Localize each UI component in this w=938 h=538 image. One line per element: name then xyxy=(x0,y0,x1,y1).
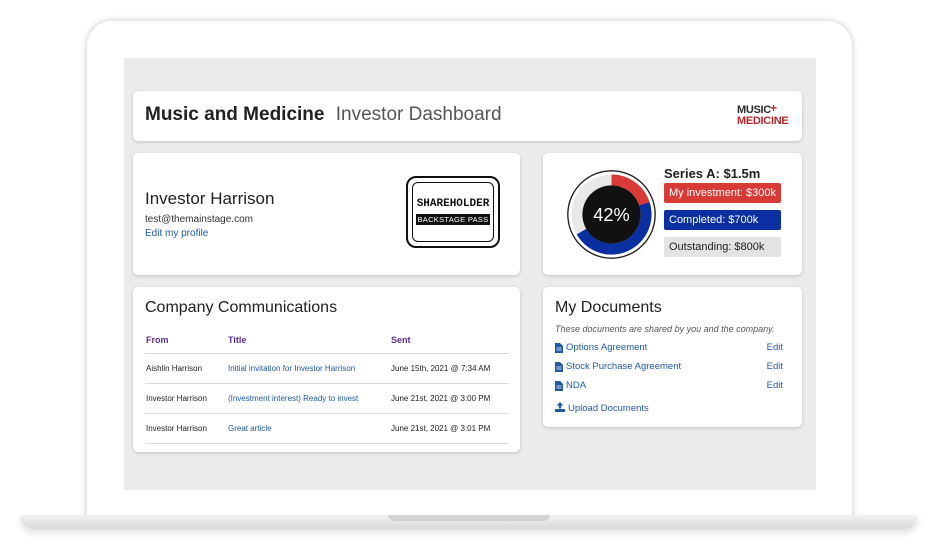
document-row: Stock Purchase Agreement Edit xyxy=(555,360,791,374)
message-title-link[interactable]: (Investment interest) Ready to invest xyxy=(227,383,390,414)
laptop-base xyxy=(20,515,918,529)
message-from: Aishlin Harrison xyxy=(145,353,227,384)
file-icon xyxy=(555,343,563,353)
communications-card: Company Communications From Title Sent A… xyxy=(133,287,520,452)
table-row[interactable]: Investor Harrison Great article June 21s… xyxy=(145,413,509,444)
donut-center xyxy=(582,185,641,244)
donut-percent-label: 42% xyxy=(593,205,629,225)
logo-line-1: MUSIC xyxy=(737,104,771,116)
document-link-stock-purchase-agreement[interactable]: Stock Purchase Agreement xyxy=(566,361,682,372)
edit-profile-link[interactable]: Edit my profile xyxy=(145,228,209,239)
my-investment-pill: My investment: $300k xyxy=(664,183,781,203)
page-title: Music and Medicine Investor Dashboard xyxy=(145,104,502,126)
table-row[interactable]: Aishlin Harrison Initial invitation for … xyxy=(145,353,509,384)
investment-donut: 42% xyxy=(567,170,656,259)
message-from: Investor Harrison xyxy=(145,383,227,414)
document-link-options-agreement[interactable]: Options Agreement xyxy=(566,342,648,353)
communications-title: Company Communications xyxy=(145,299,338,316)
column-header-title[interactable]: Title xyxy=(227,327,390,354)
app-name: Music and Medicine xyxy=(145,104,325,125)
message-sent: June 15th, 2021 @ 7:34 AM xyxy=(390,353,509,384)
column-header-from[interactable]: From xyxy=(145,327,227,354)
profile-card: Investor Harrison test@themainstage.com … xyxy=(133,153,520,275)
laptop-notch xyxy=(388,515,550,521)
message-from: Investor Harrison xyxy=(145,413,227,444)
documents-title: My Documents xyxy=(555,299,662,316)
badge-title: SHAREHOLDER xyxy=(416,198,490,210)
message-sent: June 21st, 2021 @ 3:00 PM xyxy=(390,383,509,414)
company-logo[interactable]: MUSIC + MEDICINE xyxy=(737,101,789,127)
documents-note: These documents are shared by you and th… xyxy=(555,324,775,334)
upload-label: Upload Documents xyxy=(568,403,649,414)
message-title-link[interactable]: Great article xyxy=(227,413,390,444)
donut-arc-investment xyxy=(571,174,652,255)
file-icon xyxy=(555,362,563,372)
document-row: NDA Edit xyxy=(555,379,791,393)
shareholder-pass-badge: SHAREHOLDER BACKSTAGE PASS xyxy=(406,176,500,248)
upload-documents-button[interactable]: Upload Documents xyxy=(555,402,649,414)
message-sent: June 21st, 2021 @ 3:01 PM xyxy=(390,413,509,444)
badge-inner-border xyxy=(412,182,494,242)
outstanding-pill: Outstanding: $800k xyxy=(664,237,781,257)
column-header-sent[interactable]: Sent xyxy=(390,327,509,354)
edit-document-button[interactable]: Edit xyxy=(766,361,783,372)
communications-table: From Title Sent Aishlin Harrison Initial… xyxy=(145,327,509,444)
completed-pill: Completed: $700k xyxy=(664,210,781,230)
page-subtitle: Investor Dashboard xyxy=(335,104,502,125)
edit-document-button[interactable]: Edit xyxy=(766,380,783,391)
logo-plus-icon: + xyxy=(770,101,777,115)
investor-email: test@themainstage.com xyxy=(145,214,253,225)
document-link-nda[interactable]: NDA xyxy=(566,380,587,391)
series-card: 42% Series A: $1.5m My investment: $300k… xyxy=(543,153,802,275)
message-title-link[interactable]: Initial invitation for Investor Harrison xyxy=(227,353,390,384)
table-row[interactable]: Investor Harrison (Investment interest) … xyxy=(145,383,509,414)
table-header-row: From Title Sent xyxy=(145,327,509,354)
badge-subtitle: BACKSTAGE PASS xyxy=(416,214,490,225)
document-row: Options Agreement Edit xyxy=(555,341,791,355)
file-icon xyxy=(555,381,563,391)
series-title: Series A: $1.5m xyxy=(664,166,761,181)
logo-line-2: MEDICINE xyxy=(737,115,789,127)
dashboard-screen: Music and Medicine Investor Dashboard MU… xyxy=(124,58,816,490)
header-bar: Music and Medicine Investor Dashboard MU… xyxy=(133,91,802,141)
documents-card: My Documents These documents are shared … xyxy=(543,287,802,427)
investor-name: Investor Harrison xyxy=(145,189,275,208)
edit-document-button[interactable]: Edit xyxy=(766,342,783,353)
upload-icon xyxy=(555,402,565,412)
